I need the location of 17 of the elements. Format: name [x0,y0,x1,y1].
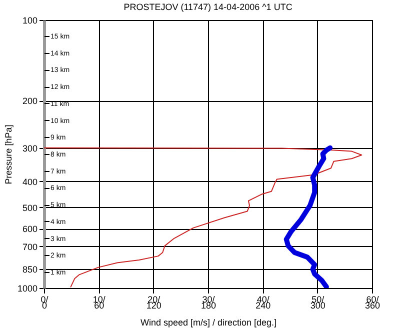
x2-tick-label: 360 [364,300,380,310]
chart-title: PROSTEJOV (11747) 14-04-2006 ^1 UTC [124,2,293,12]
y-tick-label: 500 [22,202,38,213]
y-axis-title: Pressure [hPa] [3,124,14,184]
x-axis-title: Wind speed [m/s] / direction [deg.] [140,318,277,328]
x2-tick-label: 240 [256,300,271,310]
y-tick-label: 1000 [17,284,38,294]
x2-tick-label: 300 [310,300,326,310]
y-tick-label: 850 [22,264,38,275]
y-tick-label: 300 [22,143,38,154]
y-tick-label: 100 [22,16,38,26]
y-tick-label: 200 [22,96,38,106]
y-tick-label: 400 [22,176,38,187]
y-tick-label: 600 [22,224,38,234]
x2-tick-label: 120 [146,300,162,310]
x-tick-label: 10/ [92,294,106,304]
y-tick-label: 700 [22,242,38,252]
